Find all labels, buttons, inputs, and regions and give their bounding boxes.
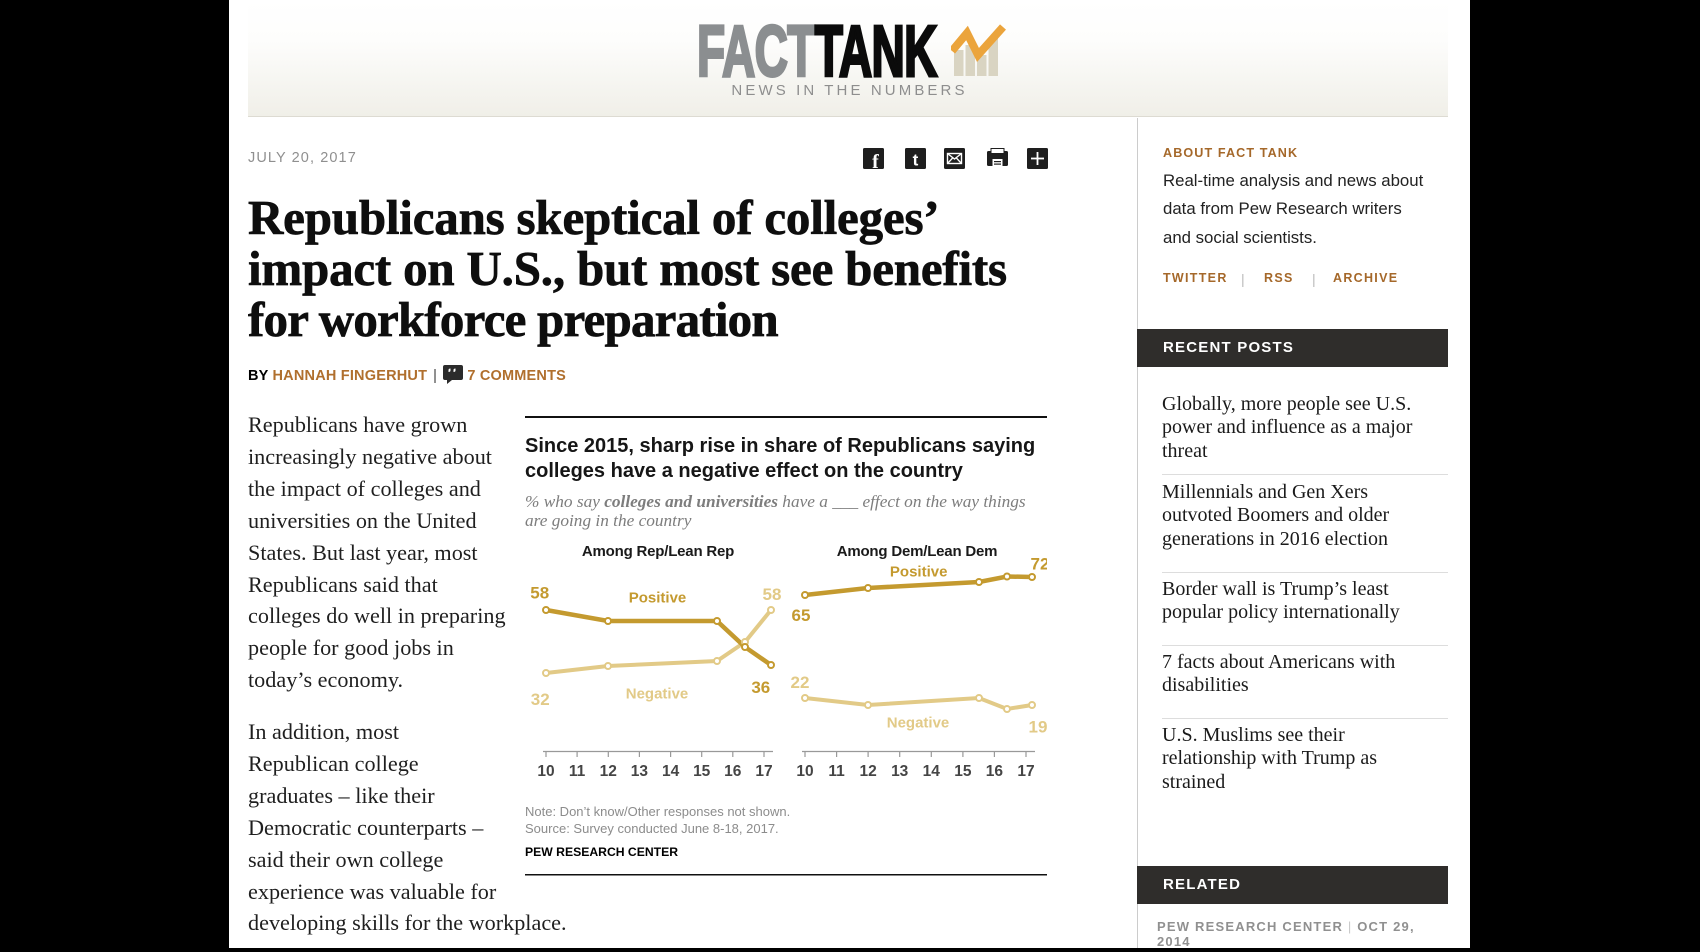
svg-text:PEW RESEARCH CENTER: PEW RESEARCH CENTER (525, 845, 678, 859)
svg-text:32: 32 (531, 690, 550, 709)
svg-text:10: 10 (796, 763, 813, 780)
svg-text:Negative: Negative (626, 685, 689, 702)
svg-text:Negative: Negative (887, 714, 950, 731)
svg-text:14: 14 (923, 763, 941, 780)
svg-text:72: 72 (1031, 555, 1047, 574)
svg-text:65: 65 (792, 606, 811, 625)
svg-text:36: 36 (751, 678, 770, 697)
svg-text:10: 10 (537, 763, 554, 780)
svg-text:Among Rep/Lean Rep: Among Rep/Lean Rep (582, 543, 734, 560)
svg-text:Among Dem/Lean Dem: Among Dem/Lean Dem (837, 543, 998, 560)
svg-text:12: 12 (600, 763, 617, 780)
svg-text:f: f (872, 151, 879, 169)
svg-text:Since 2015, sharp rise in shar: Since 2015, sharp rise in share of Repub… (525, 435, 1035, 457)
svg-text:are going in the country: are going in the country (525, 511, 692, 530)
svg-text:11: 11 (828, 763, 845, 780)
svg-text:11: 11 (569, 763, 586, 780)
svg-text:13: 13 (631, 763, 649, 780)
svg-text:% who say colleges and univers: % who say colleges and universities have… (525, 492, 1026, 511)
svg-text:colleges have a negative effec: colleges have a negative effect on the c… (525, 460, 964, 482)
svg-text:14: 14 (662, 763, 680, 780)
svg-text:12: 12 (859, 763, 876, 780)
svg-text:58: 58 (763, 585, 782, 604)
svg-text:15: 15 (954, 763, 972, 780)
svg-text:Positive: Positive (890, 563, 948, 580)
svg-text:19: 19 (1029, 718, 1047, 737)
svg-text:13: 13 (891, 763, 909, 780)
svg-text:t: t (913, 151, 919, 170)
svg-text:17: 17 (1017, 763, 1034, 780)
svg-text:16: 16 (986, 763, 1004, 780)
svg-text:22: 22 (791, 673, 810, 692)
svg-text:58: 58 (530, 584, 549, 603)
svg-text:17: 17 (755, 763, 772, 780)
svg-text:Note: Don’t know/Other respons: Note: Don’t know/Other responses not sho… (525, 804, 790, 819)
svg-text:Source: Survey conducted June: Source: Survey conducted June 8-18, 2017… (525, 821, 779, 836)
svg-text:Positive: Positive (629, 590, 687, 607)
svg-text:16: 16 (724, 763, 742, 780)
svg-text:15: 15 (693, 763, 711, 780)
